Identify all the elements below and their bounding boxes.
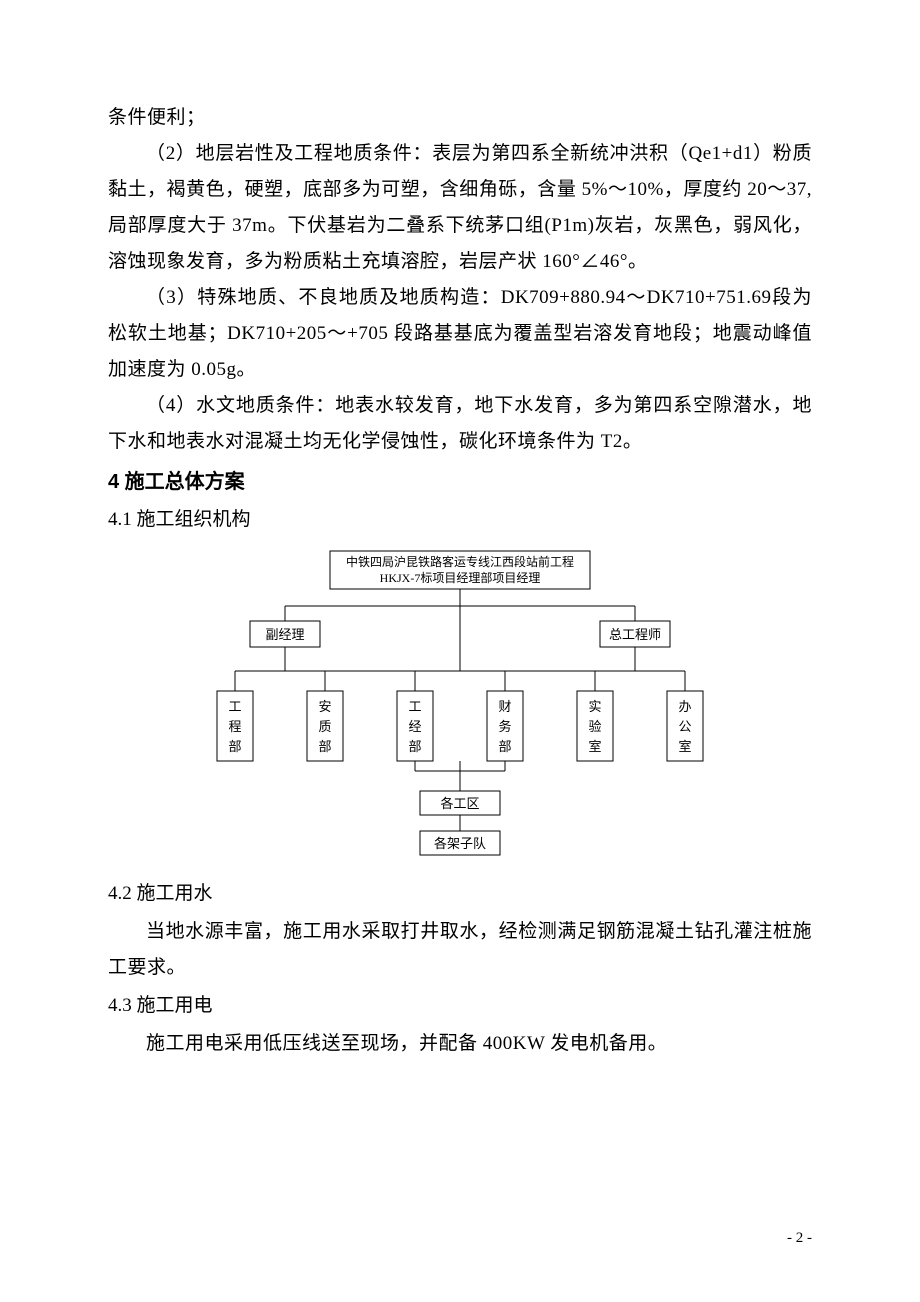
org-dept-char: 程	[228, 719, 241, 734]
org-dept-char: 部	[318, 739, 331, 754]
org-dept-char: 实	[588, 699, 601, 714]
subheading-4-2: 4.2 施工用水	[108, 876, 812, 912]
org-dept-char: 部	[228, 739, 241, 754]
para-geology-4: （4）水文地质条件：地表水较发育，地下水发育，多为第四系空隙潜水，地下水和地表水…	[108, 388, 812, 460]
org-dept-char: 公	[678, 719, 691, 734]
org-top-line2: HKJX-7标项目经理部项目经理	[380, 570, 541, 585]
org-dept-char: 工	[228, 699, 241, 714]
page: 条件便利； （2）地层岩性及工程地质条件：表层为第四系全新统冲洪积（Qe1+d1…	[0, 0, 920, 1302]
org-sub-label: 各工区	[440, 796, 479, 811]
para-4-2-body: 当地水源丰富，施工用水采取打井取水，经检测满足钢筋混凝土钻孔灌注桩施工要求。	[108, 914, 812, 986]
para-geology-3: （3）特殊地质、不良地质及地质构造：DK709+880.94～DK710+751…	[108, 280, 812, 388]
org-top-line1: 中铁四局沪昆铁路客运专线江西段站前工程	[346, 554, 574, 569]
org-dept-char: 部	[408, 739, 421, 754]
org-dept-char: 部	[498, 739, 511, 754]
subheading-4-1: 4.1 施工组织机构	[108, 502, 812, 538]
org-mid-label: 副经理	[265, 627, 304, 642]
org-dept-char: 室	[678, 739, 691, 754]
heading-4: 4 施工总体方案	[108, 464, 812, 500]
org-mid-label: 总工程师	[609, 627, 661, 642]
org-dept-char: 室	[588, 739, 601, 754]
org-chart-container: 中铁四局沪昆铁路客运专线江西段站前工程 HKJX-7标项目经理部项目经理 副经理…	[108, 546, 812, 866]
org-sub-label: 各架子队	[434, 836, 486, 851]
para-geology-2: （2）地层岩性及工程地质条件：表层为第四系全新统冲洪积（Qe1+d1）粉质黏土，…	[108, 136, 812, 280]
org-dept-char: 工	[408, 699, 421, 714]
para-4-3-body: 施工用电采用低压线送至现场，并配备 400KW 发电机备用。	[108, 1026, 812, 1062]
org-dept-char: 验	[588, 719, 601, 734]
org-dept-char: 安	[318, 699, 331, 714]
para-continuation: 条件便利；	[108, 100, 812, 136]
subheading-4-3: 4.3 施工用电	[108, 988, 812, 1024]
org-chart: 中铁四局沪昆铁路客运专线江西段站前工程 HKJX-7标项目经理部项目经理 副经理…	[180, 546, 740, 866]
org-dept-char: 务	[498, 719, 511, 734]
org-dept-char: 办	[678, 699, 691, 714]
page-number: - 2 -	[787, 1230, 812, 1247]
org-dept-char: 质	[318, 719, 331, 734]
org-dept-char: 财	[498, 699, 511, 714]
org-dept-char: 经	[408, 719, 421, 734]
